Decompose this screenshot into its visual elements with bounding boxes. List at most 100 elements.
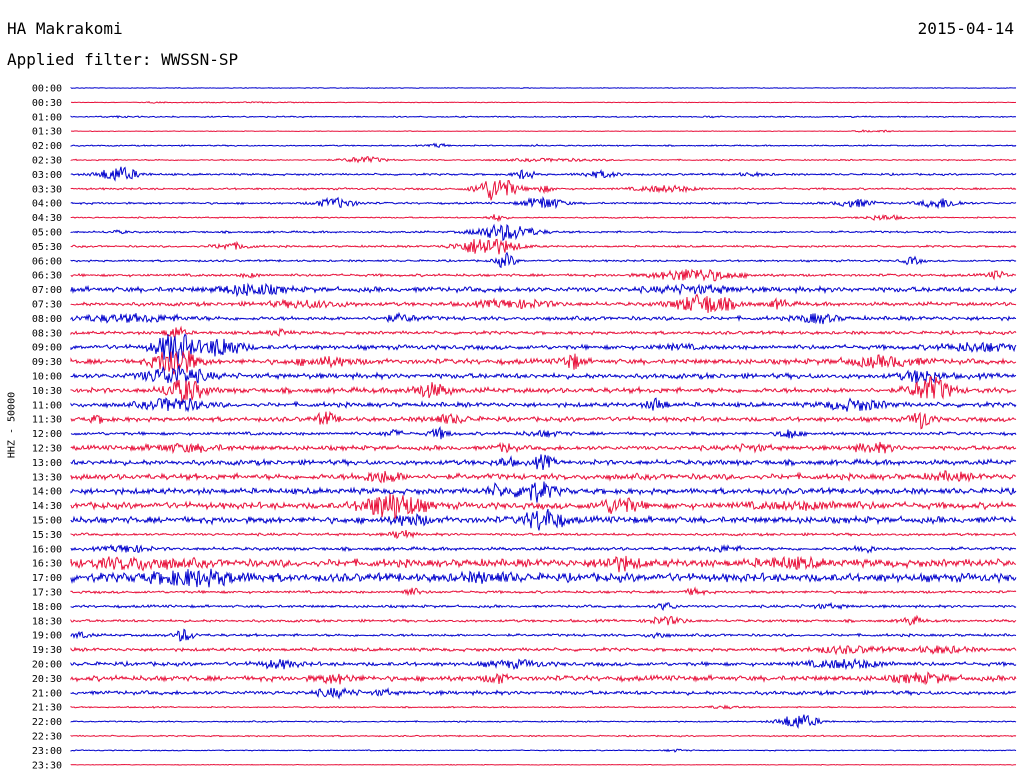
filter-label: Applied filter: WWSSN-SP — [7, 50, 239, 69]
trace-row — [70, 763, 1017, 766]
station-title: HA Makrakomi — [7, 19, 123, 38]
trace-row — [70, 350, 1017, 375]
time-label: 03:30 — [32, 184, 62, 195]
trace-row — [70, 213, 1017, 223]
trace-row — [70, 166, 1017, 182]
trace-row — [70, 156, 1017, 164]
trace-row — [70, 671, 1017, 686]
time-label: 23:00 — [32, 746, 62, 757]
time-label: 00:30 — [32, 98, 62, 109]
time-label: 12:30 — [32, 444, 62, 455]
trace-row — [70, 325, 1017, 340]
time-label: 14:00 — [32, 487, 62, 498]
trace-row — [70, 425, 1017, 440]
time-label: 06:00 — [32, 256, 62, 267]
trace-row — [70, 87, 1017, 89]
time-label: 02:30 — [32, 156, 62, 167]
trace-row — [70, 251, 1017, 269]
trace-row — [70, 714, 1017, 729]
time-label: 09:30 — [32, 357, 62, 368]
time-label: 02:00 — [32, 141, 62, 152]
time-label: 23:30 — [32, 760, 62, 771]
trace-row — [70, 481, 1017, 503]
time-label: 21:00 — [32, 688, 62, 699]
time-label: 14:30 — [32, 501, 62, 512]
trace-row — [70, 470, 1017, 484]
time-label: 22:30 — [32, 732, 62, 743]
time-label: 12:00 — [32, 429, 62, 440]
trace-row — [70, 397, 1017, 413]
time-label: 15:30 — [32, 530, 62, 541]
time-label: 08:30 — [32, 328, 62, 339]
time-label: 05:00 — [32, 228, 62, 239]
time-label: 21:30 — [32, 703, 62, 714]
time-label: 07:30 — [32, 300, 62, 311]
trace-row — [70, 568, 1017, 588]
time-label: 20:00 — [32, 660, 62, 671]
trace-row — [70, 586, 1017, 597]
trace-row — [70, 238, 1017, 255]
time-label: 04:00 — [32, 199, 62, 210]
time-label: 18:00 — [32, 602, 62, 613]
trace-row — [70, 454, 1017, 470]
trace-row — [70, 543, 1017, 554]
time-label: 17:00 — [32, 573, 62, 584]
trace-row — [70, 601, 1017, 612]
trace-row — [70, 687, 1017, 700]
time-label: 20:30 — [32, 674, 62, 685]
trace-row — [70, 311, 1017, 325]
trace-row — [70, 223, 1017, 242]
time-label: 00:00 — [32, 84, 62, 95]
trace-row — [70, 704, 1017, 710]
time-label: 17:30 — [32, 588, 62, 599]
time-label: 09:00 — [32, 343, 62, 354]
time-label: 01:00 — [32, 112, 62, 123]
time-label: 11:30 — [32, 415, 62, 426]
time-label: 07:00 — [32, 285, 62, 296]
trace-row — [70, 101, 1017, 104]
trace-row — [70, 628, 1017, 642]
trace-row — [70, 365, 1017, 384]
trace-row — [70, 375, 1017, 404]
time-label: 11:00 — [32, 400, 62, 411]
time-label: 19:00 — [32, 631, 62, 642]
time-label: 06:30 — [32, 271, 62, 282]
time-label: 15:00 — [32, 516, 62, 527]
trace-row — [70, 293, 1017, 313]
trace-row — [70, 555, 1017, 573]
trace-row — [70, 508, 1017, 531]
trace-row — [70, 657, 1017, 671]
record-date: 2015-04-14 — [917, 19, 1014, 38]
trace-row — [70, 734, 1017, 738]
trace-row — [70, 115, 1017, 119]
trace-row — [70, 142, 1017, 149]
time-label: 18:30 — [32, 616, 62, 627]
time-label: 22:00 — [32, 717, 62, 728]
time-label: 08:00 — [32, 314, 62, 325]
time-label: 16:00 — [32, 544, 62, 555]
time-label: 10:00 — [32, 372, 62, 383]
trace-row — [70, 748, 1017, 753]
trace-row — [70, 282, 1017, 298]
trace-row — [70, 410, 1017, 430]
time-label: 03:00 — [32, 170, 62, 181]
trace-row — [70, 129, 1017, 133]
time-label: 13:00 — [32, 458, 62, 469]
trace-row — [70, 441, 1017, 455]
time-label: 16:30 — [32, 559, 62, 570]
trace-row — [70, 195, 1017, 210]
time-label: 01:30 — [32, 127, 62, 138]
time-label: 13:30 — [32, 472, 62, 483]
trace-row — [70, 530, 1017, 540]
time-label: 04:30 — [32, 213, 62, 224]
time-label: 19:30 — [32, 645, 62, 656]
trace-row — [70, 333, 1017, 364]
time-label: 10:30 — [32, 386, 62, 397]
trace-row — [70, 644, 1017, 656]
trace-row — [70, 614, 1017, 626]
time-label: 05:30 — [32, 242, 62, 253]
trace-row — [70, 268, 1016, 282]
trace-row — [70, 493, 1017, 519]
trace-row — [70, 179, 1017, 201]
